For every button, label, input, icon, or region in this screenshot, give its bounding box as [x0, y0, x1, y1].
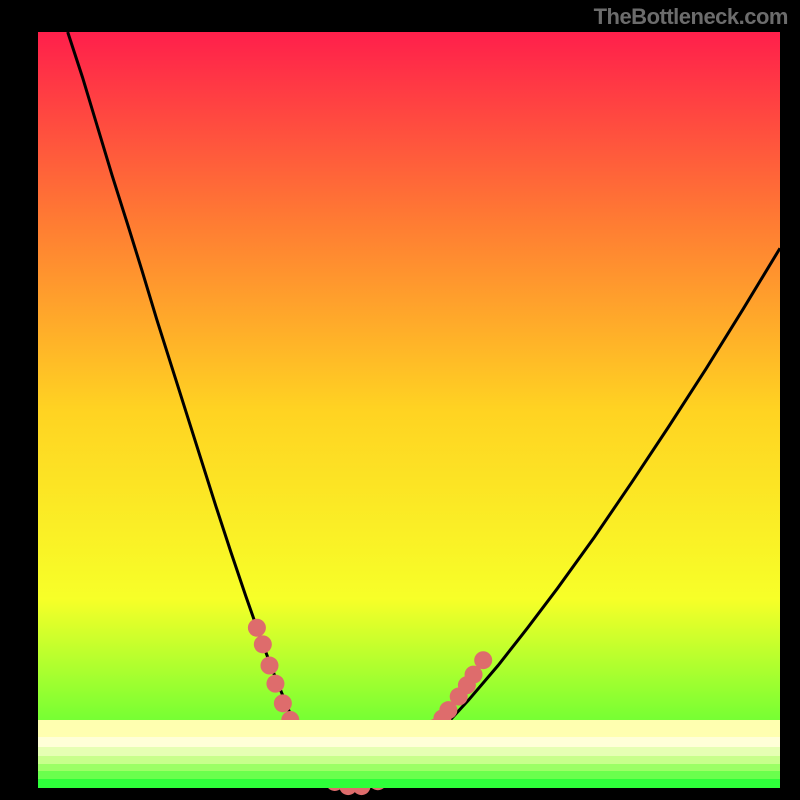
curve-layer: [38, 32, 780, 788]
chart-container: TheBottleneck.com: [0, 0, 800, 800]
data-marker: [261, 657, 279, 675]
gradient-band: [38, 756, 780, 764]
data-marker: [266, 675, 284, 693]
data-marker: [474, 651, 492, 669]
gradient-band: [38, 764, 780, 772]
gradient-band: [38, 747, 780, 756]
gradient-band: [38, 720, 780, 737]
plot-area: [38, 32, 780, 788]
gradient-band: [38, 779, 780, 788]
data-marker: [248, 619, 266, 637]
left-curve: [68, 32, 354, 787]
gradient-band: [38, 771, 780, 779]
right-curve: [353, 248, 780, 787]
watermark-text: TheBottleneck.com: [594, 4, 788, 30]
gradient-band: [38, 737, 780, 748]
data-marker: [254, 635, 272, 653]
data-marker: [274, 694, 292, 712]
